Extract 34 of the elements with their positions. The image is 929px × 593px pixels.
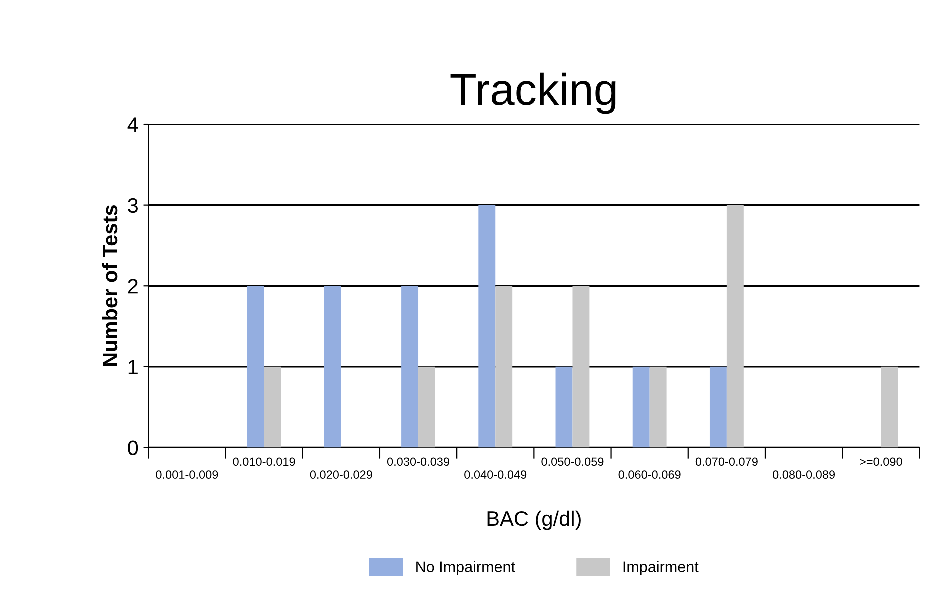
x-tick-label: 0.001-0.009 (156, 470, 218, 480)
legend-label: No Impairment (416, 561, 516, 576)
y-tick-label: 4 (128, 118, 138, 132)
bar (632, 366, 650, 448)
bar (264, 366, 282, 448)
x-tick-label: 0.050-0.059 (542, 458, 604, 466)
bar (247, 286, 264, 448)
x-axis-title: BAC (g/dl) (488, 510, 581, 530)
bar (478, 205, 496, 448)
bar (710, 366, 727, 448)
x-tick-label: 0.070-0.079 (696, 458, 758, 466)
bar (418, 366, 436, 448)
bar (572, 286, 590, 448)
legend-label: Impairment (624, 561, 699, 576)
x-tick-label: 0.020-0.029 (310, 470, 372, 480)
bar (556, 366, 573, 448)
x-tick-label: >=0.090 (860, 458, 902, 466)
x-tick-label: 0.080-0.089 (773, 470, 835, 480)
bar (650, 366, 667, 448)
bar (402, 286, 419, 448)
chart-title: Tracking (450, 72, 616, 114)
y-tick-label: 2 (128, 279, 138, 294)
y-tick-label: 0 (128, 440, 138, 456)
y-axis-title: Number of Tests (102, 206, 118, 366)
x-tick-label: 0.060-0.069 (618, 470, 681, 480)
bar (726, 205, 744, 448)
x-tick-label: 0.040-0.049 (464, 470, 527, 480)
x-tick-label: 0.010-0.019 (233, 458, 296, 466)
bar (496, 286, 513, 448)
y-tick-label: 1 (128, 360, 138, 374)
bar (881, 366, 898, 448)
x-tick-label: 0.030-0.039 (387, 458, 450, 466)
y-tick-label: 3 (128, 198, 138, 214)
bar (324, 286, 342, 448)
